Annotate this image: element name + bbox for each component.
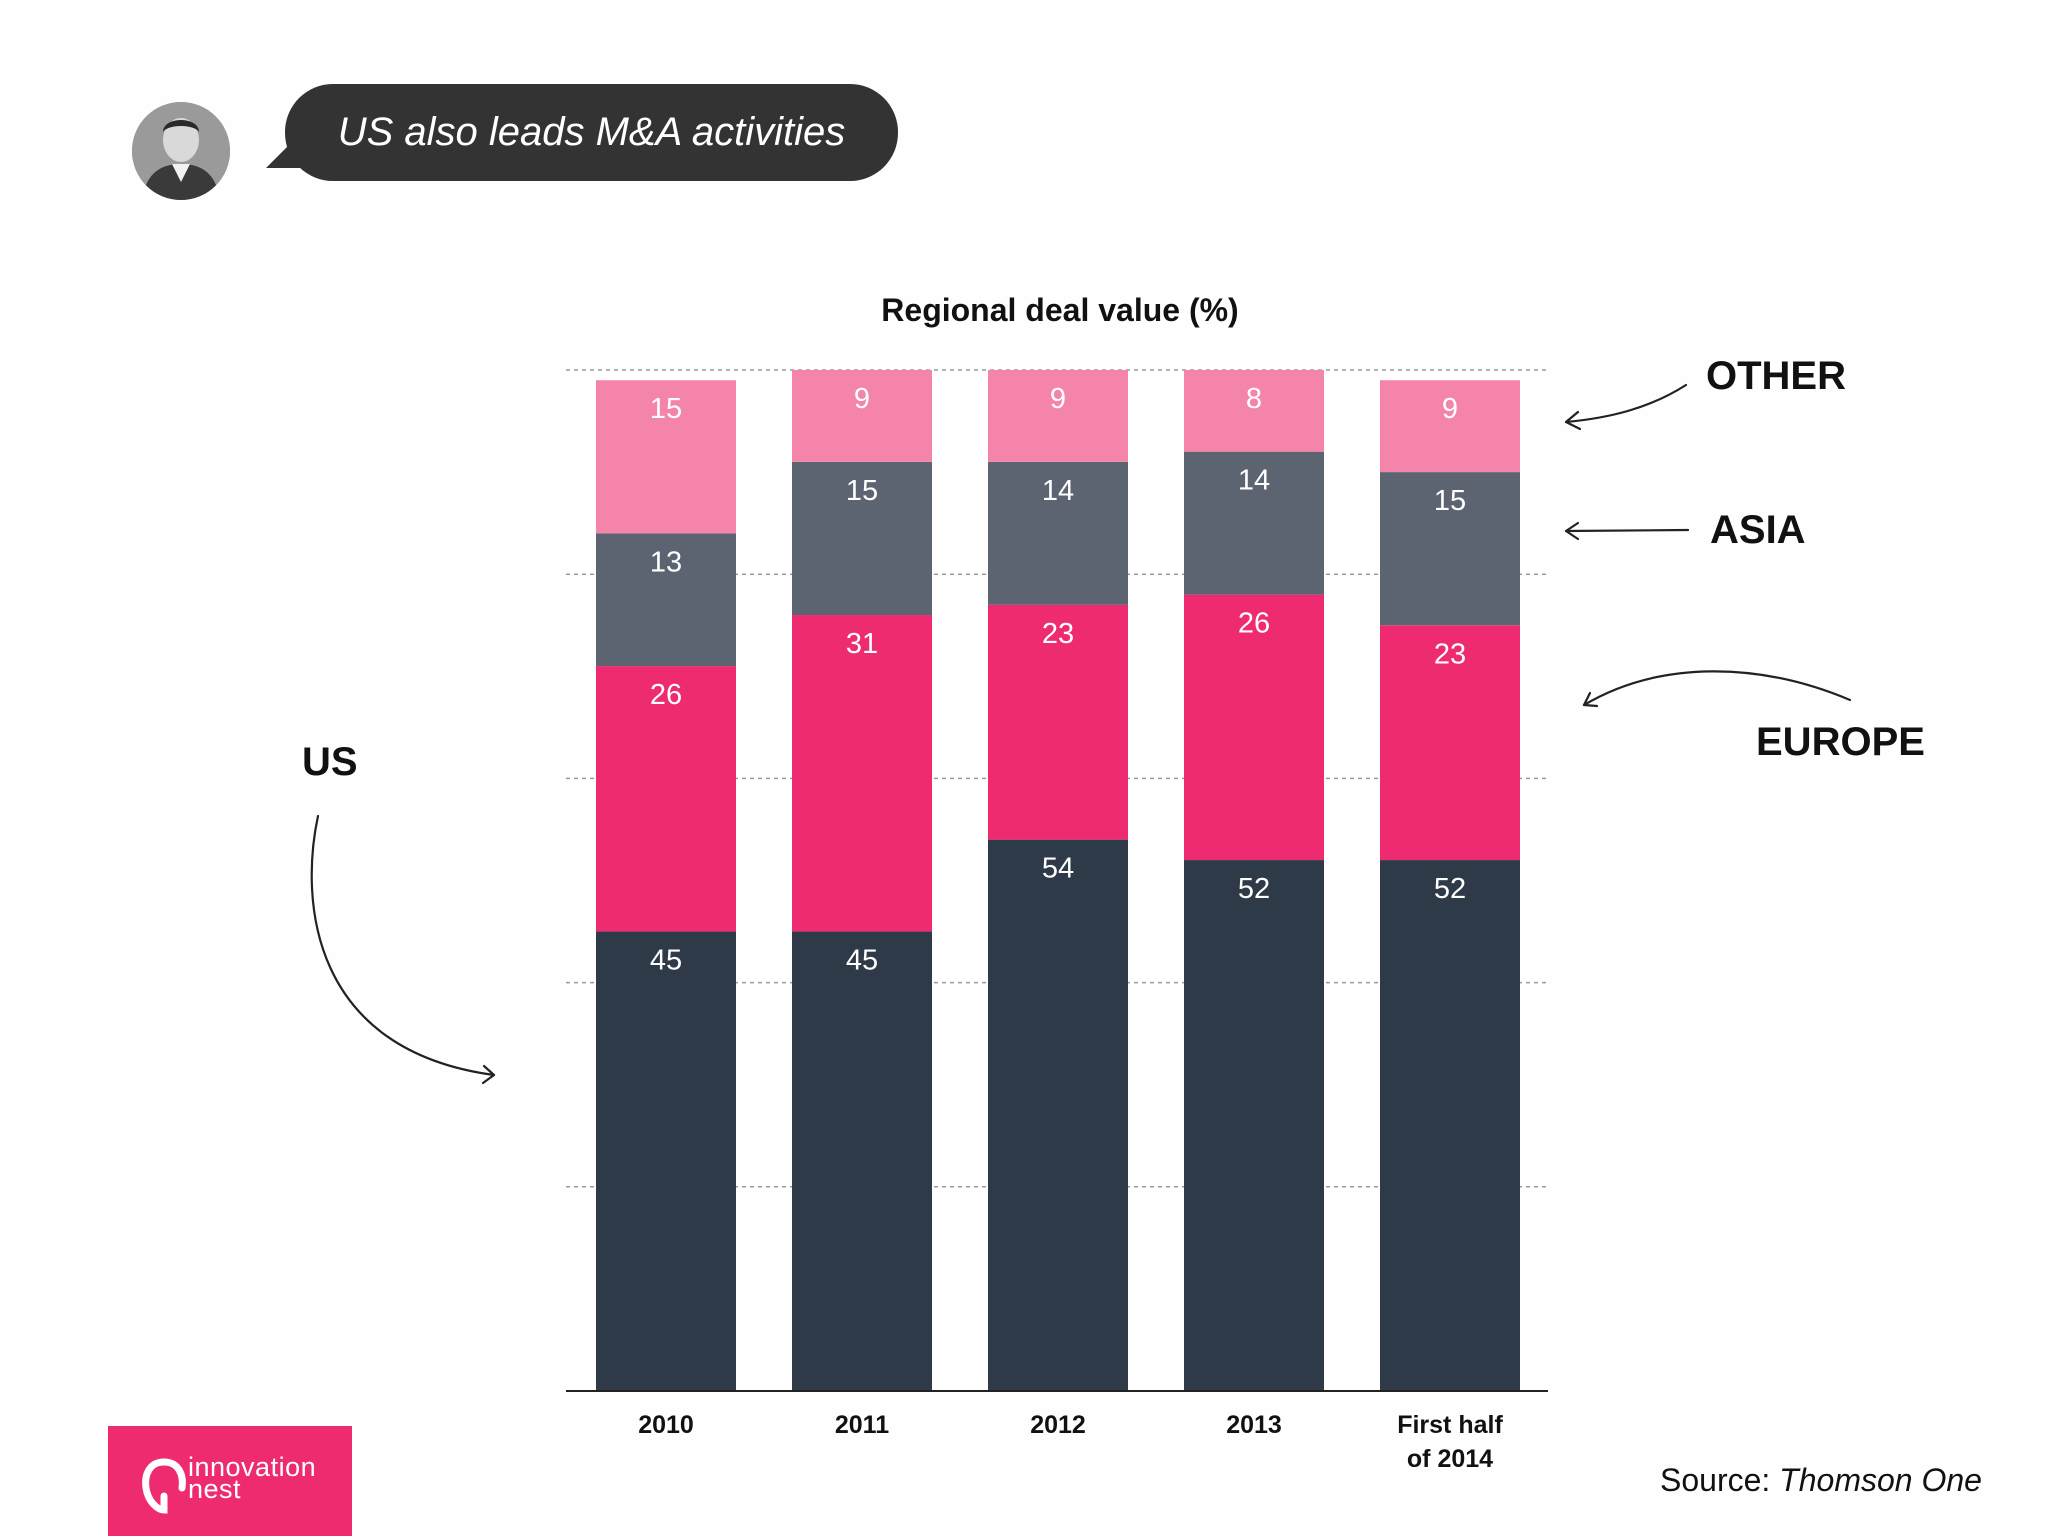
x-tick-label: 2013 (1226, 1411, 1282, 1439)
x-tick-label: First half (1397, 1411, 1503, 1439)
label-us: US (302, 740, 358, 784)
asia-arrow-icon (1564, 528, 1690, 533)
data-label: 26 (650, 679, 682, 711)
source-note: Source: Thomson One (1660, 1462, 1982, 1499)
logo-mark-icon (142, 1458, 186, 1514)
bar-asia (596, 533, 736, 667)
us-arrow-icon (310, 814, 496, 1077)
logo-line-1: innovation (188, 1452, 317, 1482)
bar-other (596, 380, 736, 534)
x-tick-label: 2012 (1030, 1411, 1086, 1439)
data-label: 23 (1434, 638, 1466, 670)
data-label: 14 (1042, 475, 1074, 507)
source-name: Thomson One (1779, 1462, 1982, 1498)
bar-other (1380, 380, 1520, 473)
logo: innovation nest (108, 1426, 352, 1536)
data-label: 52 (1434, 873, 1466, 905)
data-label: 9 (1442, 393, 1458, 425)
other-arrow-icon (1564, 383, 1688, 424)
bar-europe (1184, 594, 1324, 861)
logo-line-2: nest (188, 1474, 242, 1504)
person-photo-icon (132, 102, 230, 200)
avatar (132, 102, 230, 200)
label-asia: ASIA (1710, 508, 1806, 552)
bar-us (1184, 860, 1324, 1391)
data-label: 45 (650, 945, 682, 977)
data-label: 45 (846, 945, 878, 977)
europe-arrow-head-icon (1582, 691, 1599, 708)
speech-bubble: US also leads M&A activities (285, 84, 898, 181)
bar-asia (988, 461, 1128, 605)
x-tick-label: 2010 (638, 1411, 694, 1439)
bar-us (988, 839, 1128, 1391)
bar-europe (1380, 625, 1520, 861)
asia-arrow-head-icon (1564, 521, 1580, 541)
bar-asia (1184, 451, 1324, 595)
bar-us (1380, 860, 1520, 1391)
data-label: 31 (846, 628, 878, 660)
data-label: 26 (1238, 608, 1270, 640)
data-label: 15 (1434, 485, 1466, 517)
bar-us (792, 931, 932, 1391)
source-prefix: Source: (1660, 1462, 1771, 1498)
data-label: 9 (1050, 383, 1066, 415)
speech-text: US also leads M&A activities (337, 110, 846, 154)
data-label: 54 (1042, 853, 1074, 885)
label-other: OTHER (1706, 354, 1846, 398)
data-label: 14 (1238, 465, 1270, 497)
x-tick-label: 2011 (835, 1411, 889, 1439)
us-arrow-head-icon (481, 1064, 496, 1085)
bar-other (988, 370, 1128, 462)
chart-title: Regional deal value (%) (881, 292, 1239, 328)
data-label: 52 (1238, 873, 1270, 905)
bar-us (596, 931, 736, 1391)
bar-asia (1380, 472, 1520, 626)
bar-europe (596, 666, 736, 932)
data-label: 13 (650, 546, 682, 578)
label-europe: EUROPE (1756, 720, 1925, 764)
data-label: 8 (1246, 383, 1262, 415)
x-tick-label: of 2014 (1407, 1445, 1493, 1473)
bar-asia (792, 461, 932, 616)
data-label: 15 (846, 475, 878, 507)
bar-europe (988, 604, 1128, 840)
europe-arrow-icon (1582, 670, 1852, 707)
data-label: 23 (1042, 618, 1074, 650)
data-label: 9 (854, 383, 870, 415)
bar-europe (792, 615, 932, 932)
data-label: 15 (650, 393, 682, 425)
bar-other (1184, 370, 1324, 452)
other-arrow-head-icon (1564, 410, 1582, 431)
bar-other (792, 370, 932, 462)
